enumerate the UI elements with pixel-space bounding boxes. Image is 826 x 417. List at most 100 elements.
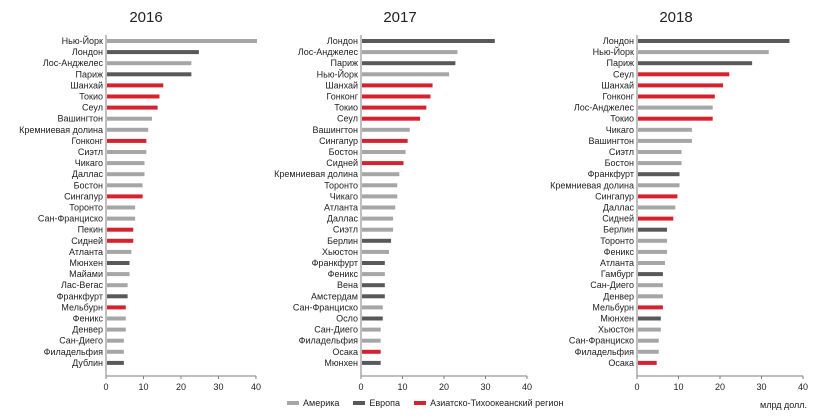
- category-label: Берлин: [327, 236, 358, 246]
- category-label: Сингапур: [319, 136, 358, 146]
- category-label: Чикаго: [330, 191, 358, 201]
- bar: [362, 94, 431, 99]
- category-label: Сан-Диего: [314, 325, 358, 335]
- category-label: Чикаго: [75, 158, 103, 168]
- category-label: Сеул: [337, 114, 358, 124]
- bar: [638, 116, 713, 121]
- bar: [362, 338, 381, 343]
- legend-item-america: Америка: [287, 398, 339, 408]
- category-label: Сан-Диего: [59, 336, 103, 346]
- legend-label-asia: Азиатско-Тихоокеанский регион: [430, 398, 564, 408]
- category-label: Торонто: [69, 203, 103, 213]
- x-tick-label: 30: [756, 382, 766, 392]
- category-label: Токио: [79, 92, 103, 102]
- bar: [638, 50, 769, 55]
- bar: [362, 327, 381, 332]
- bar: [107, 338, 124, 343]
- category-label: Гамбург: [601, 269, 635, 279]
- bar: [362, 39, 495, 43]
- bar: [638, 161, 682, 166]
- category-label: Филадельфия: [299, 336, 358, 346]
- category-label: Нью-Йорк: [62, 35, 103, 46]
- category-label: Даллас: [327, 214, 359, 224]
- category-label: Сингапур: [595, 191, 634, 201]
- bar: [638, 360, 657, 365]
- category-label: Мельбурн: [61, 302, 103, 312]
- legend-label-europe: Европа: [369, 398, 401, 408]
- bar: [638, 205, 676, 210]
- category-label: Денвер: [72, 325, 103, 335]
- category-label: Франкфурт: [588, 169, 634, 179]
- category-label: Атланта: [600, 258, 634, 268]
- bar: [362, 249, 389, 254]
- category-label: Даллас: [603, 203, 635, 213]
- bar: [362, 360, 381, 365]
- bar: [362, 183, 398, 188]
- bar: [107, 360, 124, 365]
- bar: [362, 283, 385, 288]
- bar: [638, 327, 661, 332]
- legend-swatch-europe: [353, 401, 366, 405]
- bar: [107, 61, 192, 66]
- category-label: Торонто: [600, 236, 634, 246]
- legend-item-asia: Азиатско-Тихоокеанский регион: [414, 398, 563, 408]
- x-tick-label: 10: [397, 382, 407, 392]
- category-label: Лас-Вегас: [61, 280, 104, 290]
- category-label: Сан-Франциско: [38, 214, 103, 224]
- category-label: Берлин: [603, 225, 634, 235]
- category-label: Торонто: [324, 180, 358, 190]
- x-tick-label: 0: [358, 382, 363, 392]
- bar: [638, 150, 682, 154]
- category-label: Шанхай: [325, 80, 358, 90]
- category-label: Пекин: [78, 225, 103, 235]
- bar: [638, 238, 668, 243]
- bar: [362, 127, 410, 132]
- bar: [107, 127, 149, 132]
- category-label: Сидней: [602, 214, 634, 224]
- category-label: Мюнхен: [600, 314, 634, 324]
- category-label: Дублин: [72, 358, 103, 368]
- x-tick-label: 40: [798, 382, 808, 392]
- bar: [638, 127, 692, 132]
- bar: [107, 50, 199, 55]
- category-label: Вашингтон: [588, 136, 634, 146]
- bar: [638, 105, 713, 110]
- bar: [362, 238, 392, 243]
- legend-label-america: Америка: [303, 398, 340, 408]
- x-tick-label: 0: [634, 382, 639, 392]
- legend-item-europe: Европа: [353, 398, 400, 408]
- bar: [638, 216, 674, 221]
- category-label: Хьюстон: [322, 247, 358, 257]
- category-label: Франкфурт: [57, 291, 103, 301]
- category-label: Лос-Анджелес: [298, 47, 359, 57]
- legend-swatch-america: [287, 401, 299, 405]
- bar: [638, 305, 663, 310]
- bar: [107, 272, 130, 277]
- bar: [362, 227, 394, 232]
- bar: [638, 294, 663, 299]
- x-tick-label: 30: [213, 382, 223, 392]
- bar: [638, 272, 663, 277]
- category-label: Сидней: [71, 236, 103, 246]
- category-label: Сидней: [326, 158, 358, 168]
- bar: [107, 261, 130, 265]
- x-tick-label: 40: [522, 382, 532, 392]
- bar: [362, 349, 381, 354]
- chart-title: 2017: [383, 9, 416, 26]
- bar: [362, 305, 383, 310]
- bar: [107, 294, 128, 299]
- category-label: Гонконг: [326, 92, 358, 102]
- category-label: Сеул: [613, 69, 634, 79]
- bar: [362, 105, 427, 110]
- category-label: Гонконг: [602, 92, 634, 102]
- bar: [107, 150, 147, 154]
- bar: [362, 294, 385, 299]
- bar: [107, 194, 143, 199]
- bar: [638, 227, 668, 232]
- category-label: Вашингтон: [57, 114, 103, 124]
- bar: [107, 238, 134, 243]
- category-label: Вена: [337, 280, 358, 290]
- bar: [107, 161, 145, 166]
- legend-swatch-asia: [414, 401, 427, 405]
- charts-area: 2016Нью-ЙоркЛондонЛос-АнджелесПарижШанха…: [19, 9, 808, 392]
